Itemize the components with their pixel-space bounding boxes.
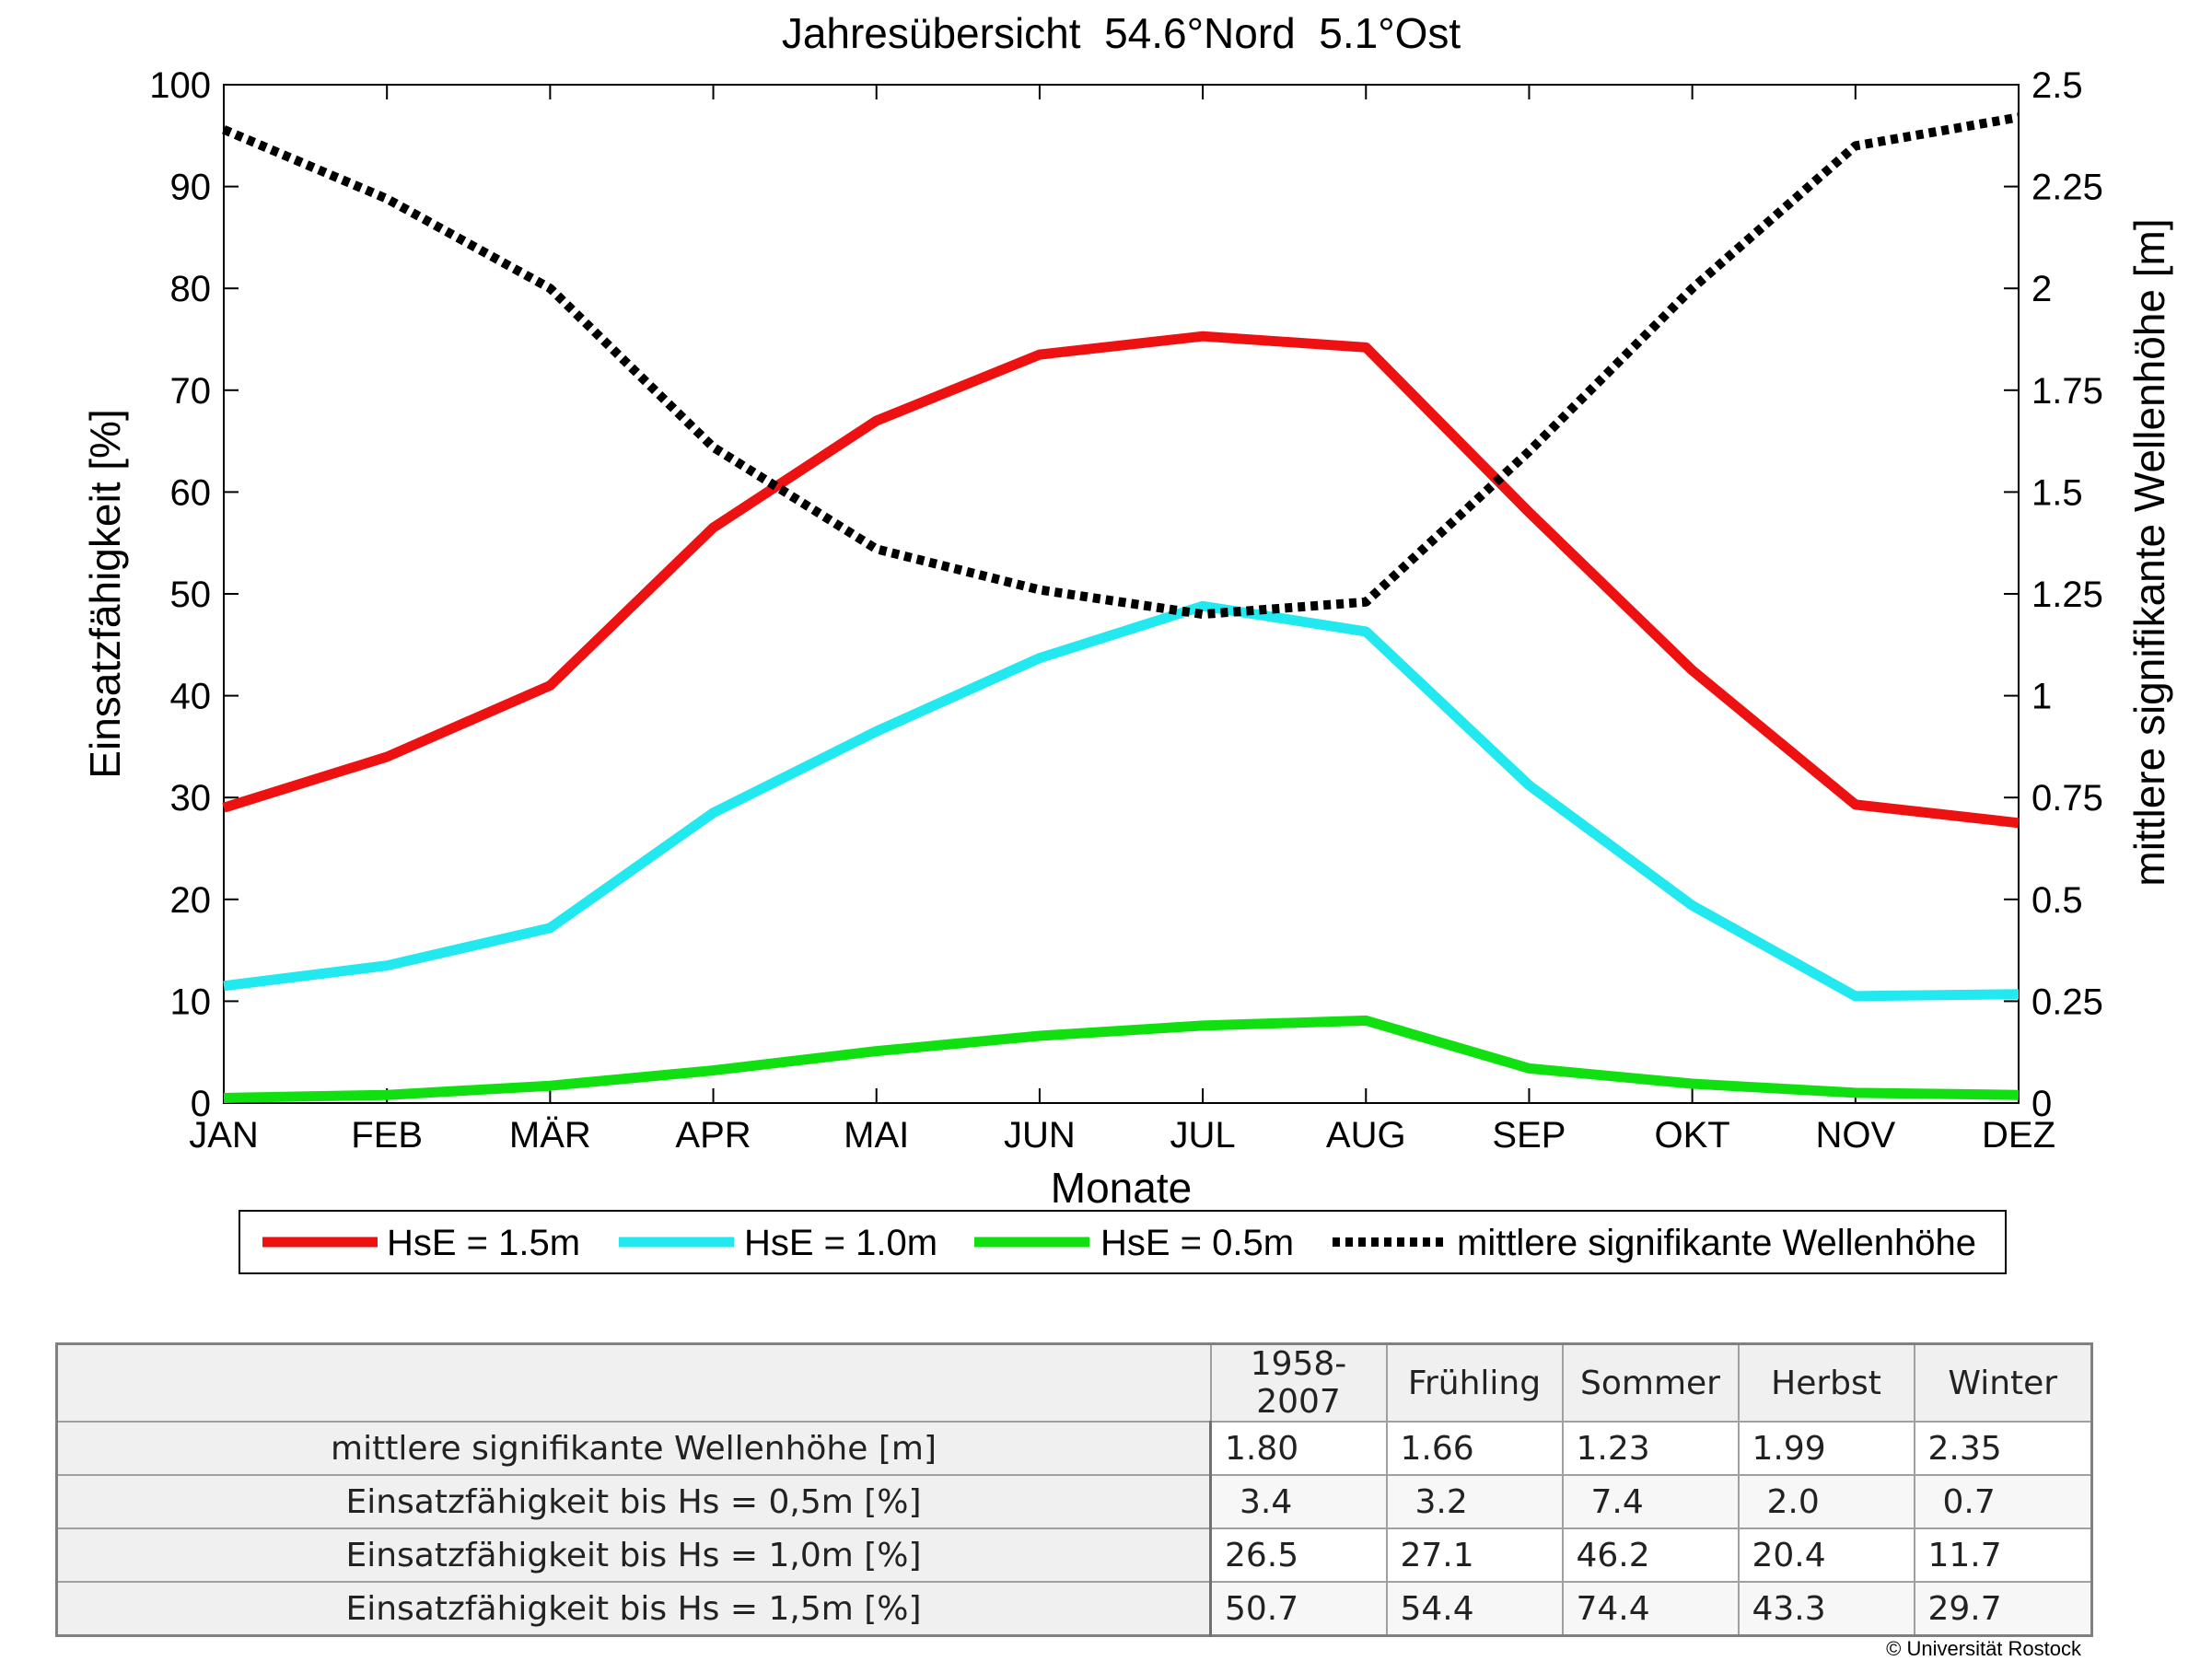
y-left-tick-label: 30 [170,778,212,819]
cell-value: 74.4 [1563,1582,1739,1636]
table-row: Einsatzfähigkeit bis Hs = 1,5m [%] 50.7 … [57,1582,2092,1636]
cell-value: 1.66 [1387,1422,1563,1475]
row-label: Einsatzfähigkeit bis Hs = 1,0m [%] [57,1528,1211,1582]
cell-value: 1.23 [1563,1422,1739,1475]
legend-label: mittlere signifikante Wellenhöhe [1457,1223,1976,1263]
cell-value: 2.35 [1915,1422,2092,1475]
y-right-tick-label: 1.75 [2032,371,2103,412]
series-line-2 [224,1020,2019,1098]
legend-label: HsE = 1.5m [387,1223,580,1263]
table-header-blank [57,1344,1211,1423]
cell-value: 3.4 [1211,1475,1387,1528]
table-header-winter: Winter [1915,1344,2092,1423]
y-left-tick-label: 20 [170,880,212,921]
cell-value: 1.80 [1211,1422,1387,1475]
series-line-3 [224,117,2019,614]
cell-value: 54.4 [1387,1582,1563,1636]
y-right-tick-label: 1.5 [2032,472,2083,513]
y-left-tick-label: 50 [170,575,212,615]
y-left-tick-label: 0 [191,1084,211,1124]
cell-value: 20.4 [1739,1528,1915,1582]
y-left-tick-label: 80 [170,269,212,309]
legend-label: HsE = 0.5m [1100,1223,1294,1263]
x-axis-label: Monate [1051,1164,1192,1212]
cell-value: 43.3 [1739,1582,1915,1636]
statistics-table: 1958-2007 Frühling Sommer Herbst Winter … [55,1342,2093,1637]
y-right-tick-label: 0.5 [2032,880,2083,921]
table-row: mittlere signifikante Wellenhöhe [m] 1.8… [57,1422,2092,1475]
y-right-tick-label: 2.25 [2032,168,2103,208]
y-left-axis-label: Einsatzfähigkeit [%] [81,409,129,778]
series-line-0 [224,336,2019,823]
row-label: Einsatzfähigkeit bis Hs = 0,5m [%] [57,1475,1211,1528]
x-tick-label: FEB [351,1115,423,1156]
chart-title: Jahresübersicht 54.6°Nord 5.1°Ost [782,9,1461,57]
cell-value: 26.5 [1211,1528,1387,1582]
table-row: Einsatzfähigkeit bis Hs = 1,0m [%] 26.5 … [57,1528,2092,1582]
cell-value: 29.7 [1915,1582,2092,1636]
x-tick-label: JUL [1170,1115,1236,1156]
x-tick-label: OKT [1655,1115,1730,1156]
y-right-tick-label: 1 [2032,677,2052,717]
y-right-tick-label: 0.75 [2032,778,2103,819]
cell-value: 50.7 [1211,1582,1387,1636]
table-header-spring: Frühling [1387,1344,1563,1423]
y-right-tick-label: 2.5 [2032,65,2083,106]
x-tick-label: NOV [1815,1115,1895,1156]
y-left-tick-label: 100 [149,65,211,106]
y-left-tick-label: 60 [170,472,212,513]
cell-value: 0.7 [1915,1475,2092,1528]
x-tick-label: APR [675,1115,751,1156]
cell-value: 11.7 [1915,1528,2092,1582]
series-line-1 [224,606,2019,996]
x-tick-label: AUG [1326,1115,1406,1156]
table-row: Einsatzfähigkeit bis Hs = 0,5m [%] 3.4 3… [57,1475,2092,1528]
row-label: Einsatzfähigkeit bis Hs = 1,5m [%] [57,1582,1211,1636]
cell-value: 1.99 [1739,1422,1915,1475]
y-left-tick-label: 90 [170,168,212,208]
y-left-tick-label: 10 [170,982,212,1022]
x-tick-label: SEP [1492,1115,1566,1156]
cell-value: 3.2 [1387,1475,1563,1528]
y-right-tick-label: 1.25 [2032,575,2103,615]
y-right-axis-label: mittlere signifikante Wellenhöhe [m] [2125,218,2173,886]
cell-value: 2.0 [1739,1475,1915,1528]
cell-value: 27.1 [1387,1528,1563,1582]
table-header-period: 1958-2007 [1211,1344,1387,1423]
cell-value: 46.2 [1563,1528,1739,1582]
row-label: mittlere signifikante Wellenhöhe [m] [57,1422,1211,1475]
x-tick-label: MÄR [509,1115,591,1156]
cell-value: 7.4 [1563,1475,1739,1528]
statistics-table-container: 1958-2007 Frühling Sommer Herbst Winter … [55,1342,2090,1637]
y-right-tick-label: 0.25 [2032,982,2103,1022]
x-tick-label: JUN [1004,1115,1076,1156]
copyright-notice: © Universität Rostock [1886,1637,2081,1661]
table-header-summer: Sommer [1563,1344,1739,1423]
x-tick-label: MAI [844,1115,909,1156]
y-left-tick-label: 40 [170,677,212,717]
table-header-autumn: Herbst [1739,1344,1915,1423]
legend-label: HsE = 1.0m [744,1223,937,1263]
y-left-tick-label: 70 [170,371,212,412]
table-header-row: 1958-2007 Frühling Sommer Herbst Winter [57,1344,2092,1423]
y-right-tick-label: 0 [2032,1084,2052,1124]
y-right-tick-label: 2 [2032,269,2052,309]
